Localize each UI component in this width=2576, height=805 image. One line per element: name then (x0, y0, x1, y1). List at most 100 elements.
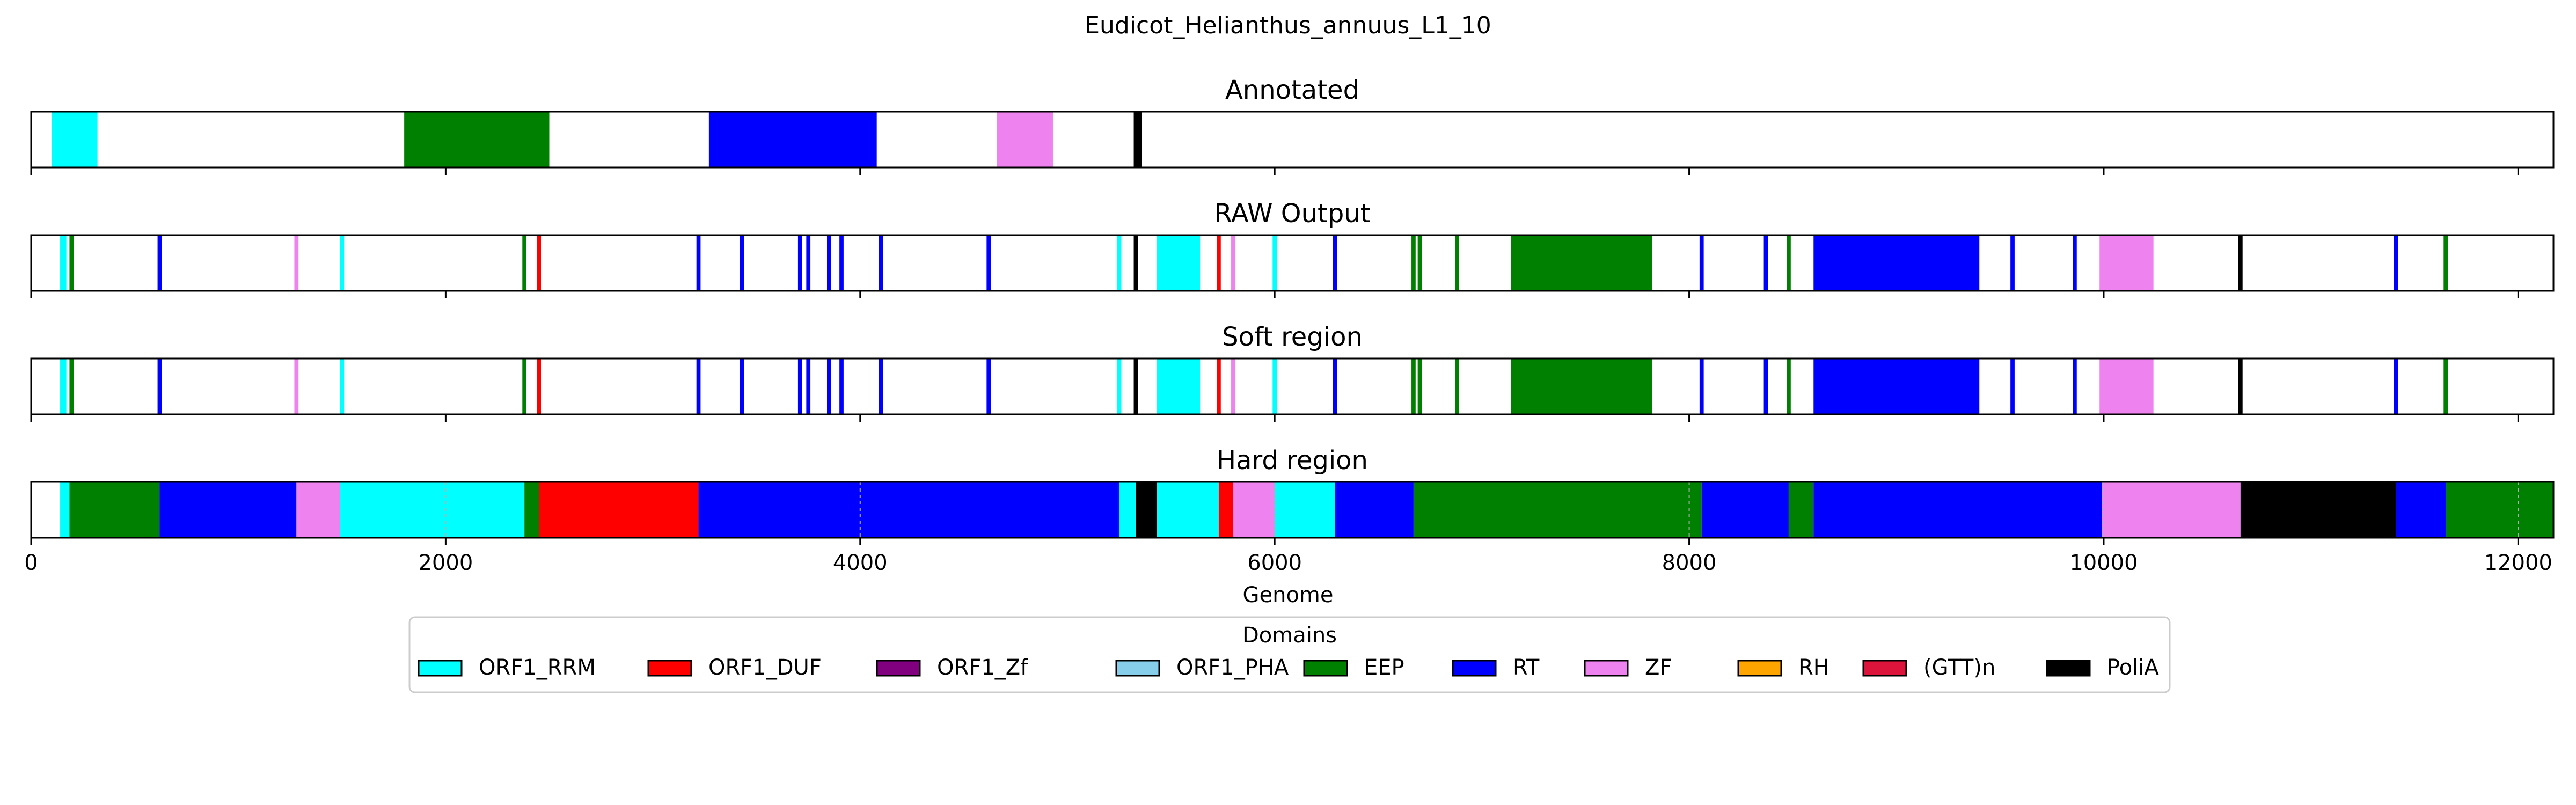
segment-orf1-duf (1218, 482, 1233, 538)
segment-rt (1813, 358, 1980, 414)
segment-polia (2238, 358, 2243, 414)
segment-orf1-rrm (340, 482, 525, 538)
legend-label: ORF1_DUF (708, 655, 822, 680)
segment-zf (1233, 482, 1275, 538)
segment-rt (806, 235, 811, 291)
legend-swatch (1303, 660, 1348, 677)
segment-orf1-rrm (52, 112, 98, 167)
legend-swatch (2046, 660, 2091, 677)
segment-zf (1231, 358, 1235, 414)
x-tick-label: 8000 (1662, 551, 1717, 575)
legend-label: RT (1513, 655, 1540, 680)
segment-eep (69, 482, 160, 538)
x-tick-label: 0 (24, 551, 38, 575)
segment-orf1-rrm (1272, 358, 1277, 414)
segment-rt (1335, 482, 1414, 538)
segment-rt (157, 235, 162, 291)
legend-item: EEP (1303, 655, 1404, 680)
track-frame (30, 111, 2555, 169)
legend-item: ORF1_RRM (418, 655, 596, 680)
track-frame (30, 357, 2555, 415)
segment-rt (839, 358, 844, 414)
segment-polia (1133, 358, 1138, 414)
segment-rt (1699, 358, 1704, 414)
segment-rt (1813, 235, 1980, 291)
segment-rt (740, 235, 744, 291)
segment-eep (1787, 358, 1791, 414)
segment-rt (806, 358, 811, 414)
legend: Domains ORF1_RRM ORF1_DUF ORF1_Zf ORF1_PHA E… (408, 616, 2171, 693)
segment-eep (522, 358, 527, 414)
segment-zf (997, 112, 1053, 167)
segment-rt (2010, 235, 2015, 291)
segment-eep (2443, 235, 2448, 291)
segment-orf1-rrm (1275, 482, 1335, 538)
track: Annotated (30, 75, 2555, 175)
track-title: Soft region (1222, 322, 1363, 352)
legend-label: ORF1_RRM (479, 655, 596, 680)
legend-label: EEP (1364, 655, 1404, 680)
segment-rt (1333, 235, 1337, 291)
segment-rt (1813, 482, 2102, 538)
segment-eep (404, 112, 550, 167)
segment-eep (1413, 482, 1702, 538)
segment-eep (1511, 235, 1652, 291)
segment-zf (2099, 358, 2154, 414)
legend-item: ORF1_DUF (647, 655, 822, 680)
track: Soft region (30, 322, 2555, 422)
segment-rt (157, 358, 162, 414)
segment-zf (294, 358, 299, 414)
segment-rt (1763, 235, 1768, 291)
legend-title: Domains (1242, 623, 1337, 648)
segment-orf1-rrm (60, 482, 70, 538)
segment-zf (2099, 235, 2154, 291)
segment-eep (2446, 482, 2553, 538)
segment-orf1-duf (539, 482, 699, 538)
legend-frame (408, 616, 2171, 693)
segment-eep (69, 358, 74, 414)
x-tick-label: 10000 (2069, 551, 2138, 575)
legend-label: ZF (1645, 655, 1672, 680)
segment-rt (839, 235, 844, 291)
legend-label: RH (1798, 655, 1829, 680)
segment-eep (1417, 358, 1422, 414)
legend-swatch (1452, 660, 1497, 677)
segment-rt (1701, 482, 1789, 538)
segment-rt (986, 358, 991, 414)
figure-title: Eudicot_Helianthus_annuus_L1_10 (1085, 12, 1491, 39)
segment-rt (159, 482, 297, 538)
track-title: Hard region (1217, 445, 1368, 475)
segment-orf1-rrm (1157, 358, 1201, 414)
segment-rt (1699, 235, 1704, 291)
segment-orf1-duf (537, 358, 541, 414)
segment-rt (2073, 235, 2077, 291)
segment-rt (696, 235, 701, 291)
legend-item: ORF1_Zf (876, 655, 1028, 680)
tracks: Annotated RAW Output Soft region Hard regio… (30, 75, 2555, 545)
segment-rt (740, 358, 744, 414)
legend-swatch (418, 660, 463, 677)
segment-polia (1133, 112, 1143, 167)
segment-rt (698, 482, 1119, 538)
legend-item: RT (1452, 655, 1540, 680)
segment-orf1-duf (1217, 235, 1221, 291)
track-frame (30, 234, 2555, 292)
segment-eep (69, 235, 74, 291)
segment-eep (1788, 482, 1814, 538)
segment-orf1-rrm (60, 235, 67, 291)
segment-rt (826, 358, 831, 414)
segment-eep (1417, 235, 1422, 291)
segment-rt (2396, 482, 2446, 538)
segment-rt (1333, 358, 1337, 414)
segment-rt (696, 358, 701, 414)
x-tick-label: 4000 (833, 551, 888, 575)
segment-orf1-rrm (1117, 358, 1122, 414)
segment-rt (2394, 235, 2398, 291)
segment-eep (1511, 358, 1652, 414)
x-tick-label: 2000 (418, 551, 473, 575)
segment-zf (2102, 482, 2241, 538)
segment-eep (1455, 358, 1459, 414)
segment-eep (1411, 235, 1416, 291)
segment-eep (524, 482, 539, 538)
legend-label: ORF1_Zf (937, 655, 1028, 680)
